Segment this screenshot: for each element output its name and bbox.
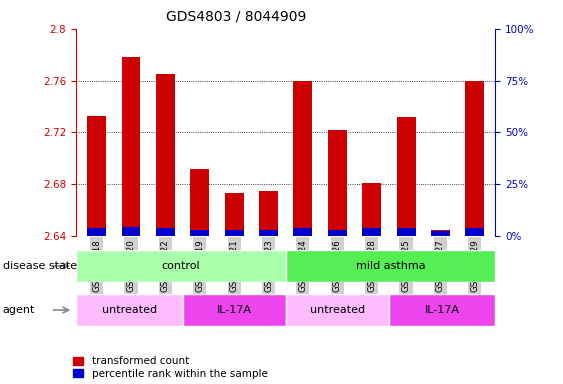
Bar (156, 228, 175, 236)
Bar (122, 57, 140, 236)
Bar (362, 183, 381, 236)
Bar (293, 228, 312, 236)
Text: untreated: untreated (102, 305, 157, 315)
Bar (87, 116, 106, 236)
Bar (466, 228, 484, 236)
Bar (389, 294, 495, 326)
Bar (396, 117, 415, 236)
Bar (259, 191, 278, 236)
Bar (328, 130, 347, 236)
Bar (431, 231, 450, 236)
Bar (76, 294, 182, 326)
Bar (122, 227, 140, 236)
Text: untreated: untreated (310, 305, 365, 315)
Text: IL-17A: IL-17A (425, 305, 459, 315)
Bar (225, 194, 244, 236)
Bar (190, 169, 209, 236)
Bar (466, 81, 484, 236)
Bar (396, 228, 415, 236)
Bar (286, 294, 389, 326)
Bar (362, 228, 381, 236)
Bar (328, 230, 347, 236)
Text: control: control (162, 261, 200, 271)
Bar (156, 74, 175, 236)
Bar (225, 230, 244, 236)
Bar (286, 250, 495, 282)
Bar (76, 250, 286, 282)
Text: agent: agent (3, 305, 35, 315)
Bar (87, 228, 106, 236)
Bar (190, 230, 209, 236)
Bar (431, 230, 450, 236)
Bar (259, 230, 278, 236)
Text: GDS4803 / 8044909: GDS4803 / 8044909 (166, 10, 307, 23)
Bar (293, 81, 312, 236)
Text: mild asthma: mild asthma (356, 261, 426, 271)
Bar (182, 294, 286, 326)
Text: IL-17A: IL-17A (217, 305, 252, 315)
Text: disease state: disease state (3, 261, 77, 271)
Legend: transformed count, percentile rank within the sample: transformed count, percentile rank withi… (73, 356, 267, 379)
